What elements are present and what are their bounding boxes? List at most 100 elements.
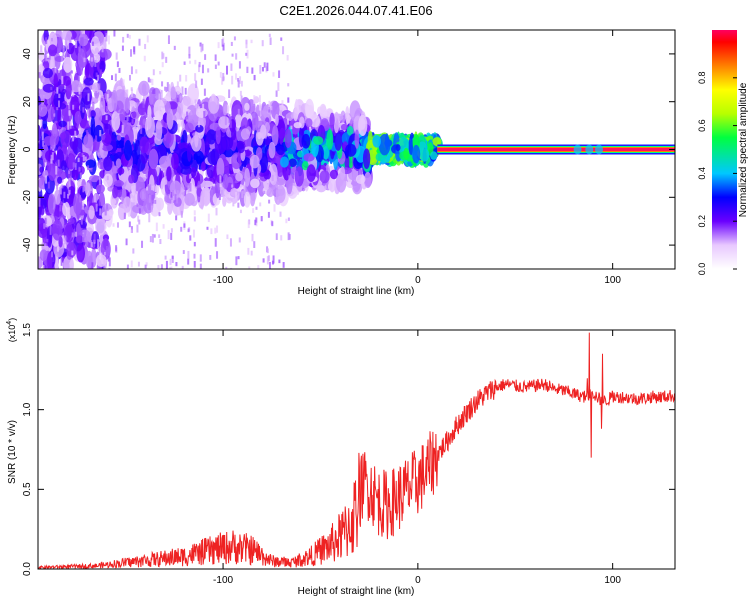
snr-x-axis-label: Height of straight line (km) (298, 586, 415, 597)
spectrogram-cell (210, 148, 220, 166)
spectrogram-cell (169, 267, 172, 269)
spectrogram-cell (68, 178, 71, 187)
spectrogram-cell (83, 57, 86, 63)
spectrogram-cell (207, 68, 210, 73)
snr-ticks: -100 0 100 0.0 0.5 1.0 1.5 (22, 323, 675, 586)
spectrogram-cell (140, 125, 143, 134)
spectrogram-cell (186, 111, 189, 120)
spectrogram-cell (80, 129, 83, 137)
spectrogram-cell (141, 191, 144, 199)
spectrogram-cell (196, 108, 199, 115)
spectrogram-cell (101, 142, 104, 149)
spectrogram-cell (269, 163, 278, 186)
spectrogram-cell (192, 229, 195, 238)
spectrogram-cell (226, 234, 229, 240)
spectrogram-cell (82, 107, 85, 113)
spectrogram-cell (52, 219, 63, 241)
spectrogram-cell (185, 75, 188, 82)
spectrogram-cell (57, 69, 60, 73)
spectrogram-cell (189, 235, 192, 241)
spectrogram-cell (258, 102, 261, 111)
spectrogram-cell (68, 211, 71, 219)
spectrogram-cell (288, 158, 297, 168)
spectrogram-cell (80, 220, 83, 225)
spectrogram-cell (53, 133, 56, 138)
spectrogram-cell (279, 211, 282, 217)
spectrogram-cell (181, 265, 184, 269)
spectrogram-cell (64, 235, 67, 245)
spectrogram-cell (138, 219, 141, 225)
spectrogram-cell (254, 219, 257, 226)
spectrogram-cell (266, 256, 269, 265)
spectrogram-cell (195, 80, 198, 88)
spectrogram-cell (42, 67, 54, 79)
spectrogram-cell (235, 191, 238, 200)
spectrogram-cell (194, 130, 199, 148)
spectrogram-x-tick-label: 0 (415, 275, 421, 286)
spectrogram-cell (148, 148, 159, 170)
spectrogram-cell (121, 124, 124, 134)
spectrogram-cell (88, 109, 91, 118)
spectrogram-cell (216, 251, 219, 259)
spectrogram-cell (130, 229, 133, 233)
spectrogram-cell (180, 177, 183, 182)
spectrogram-cell (124, 140, 133, 161)
spectrogram-cell (90, 186, 93, 193)
spectrogram-cell (161, 51, 164, 60)
spectrogram-cell (42, 118, 48, 130)
spectrogram-cell (126, 89, 129, 98)
spectrogram-cell (116, 134, 122, 141)
spectrogram-cell (186, 197, 189, 206)
spectrogram-x-tick-label: -100 (213, 275, 233, 286)
snr-series-line (38, 332, 675, 569)
spectrogram-cell (154, 110, 163, 120)
spectrogram-cell (181, 86, 184, 96)
spectrogram-cell (188, 112, 191, 122)
spectrogram-cell (261, 67, 264, 72)
spectrogram-cell (43, 239, 46, 247)
spectrogram-cell (125, 238, 128, 246)
spectrogram-cell (408, 136, 414, 156)
spectrogram-cell (179, 95, 182, 102)
spectrogram-cell (42, 77, 45, 83)
spectrogram-cell (171, 190, 174, 196)
spectrogram-cell (284, 128, 292, 149)
spectrogram-cell (123, 212, 126, 220)
spectrogram-cell (268, 100, 271, 108)
spectrogram-cell (165, 87, 168, 93)
spectrogram-cell (271, 174, 274, 182)
spectrogram-cell (51, 152, 54, 161)
spectrogram-cell (99, 197, 102, 202)
spectrogram-cell (198, 64, 201, 73)
spectrogram-cell (148, 204, 151, 211)
spectrogram-cell (288, 234, 291, 240)
spectrogram-cell (280, 37, 283, 41)
colorbar-tick-label: 0.2 (697, 215, 707, 228)
spectrogram-cell (58, 93, 61, 99)
spectrogram-cell (246, 110, 249, 114)
spectrogram-cell (92, 103, 95, 110)
spectrogram-cell (272, 72, 275, 77)
snr-y-tick-label: 1.0 (22, 402, 33, 416)
spectrogram-cell (40, 214, 43, 219)
spectrogram-cell (82, 201, 85, 206)
colorbar: 0.0 0.2 0.4 0.6 0.8 Normalized spectral ampl… (697, 30, 749, 275)
spectrogram-cell (237, 142, 245, 154)
spectrogram-cell (58, 120, 67, 128)
spectrogram-cell (275, 90, 278, 97)
spectrogram-cell (59, 185, 62, 195)
spectrogram-cell (43, 30, 49, 42)
spectrogram-cell (240, 95, 243, 104)
colorbar-tick-label: 0.4 (697, 167, 707, 180)
spectrogram-cell (99, 179, 102, 185)
spectrogram-cell (131, 189, 134, 195)
spectrogram-cell (219, 175, 222, 183)
spectrogram-cell (81, 37, 84, 47)
spectrogram-cell (84, 182, 91, 197)
spectrogram-cell (58, 36, 63, 51)
spectrogram-cell (155, 222, 158, 232)
spectrogram-cell (201, 43, 204, 51)
spectrogram-cell (46, 238, 49, 243)
spectrogram-cell (182, 250, 185, 254)
spectrogram-cell (170, 232, 173, 240)
